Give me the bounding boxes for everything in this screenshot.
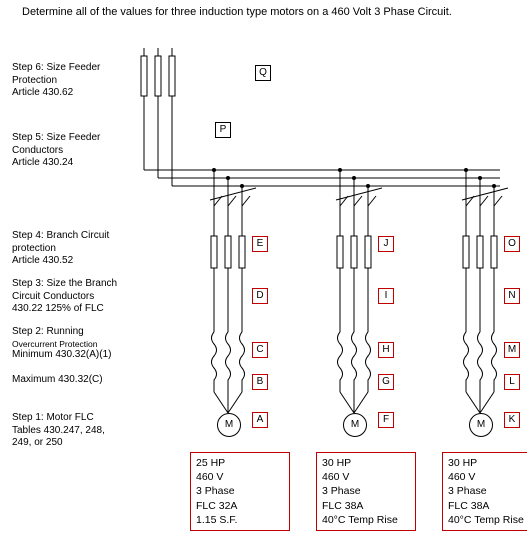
motor-box-2: 30 HP460 V3 PhaseFLC 38A40°C Temp Rise (316, 452, 416, 531)
motor-3: M (469, 413, 493, 437)
label-N: N (504, 288, 520, 304)
motor-box-1: 25 HP460 V3 PhaseFLC 32A1.15 S.F. (190, 452, 290, 531)
label-O: O (504, 236, 520, 252)
label-D: D (252, 288, 268, 304)
label-Q: Q (255, 65, 271, 81)
label-B: B (252, 374, 268, 390)
label-E: E (252, 236, 268, 252)
label-I: I (378, 288, 394, 304)
label-F: F (378, 412, 394, 428)
motor-box-3: 30 HP460 V3 PhaseFLC 38A40°C Temp Rise (442, 452, 527, 531)
label-L: L (504, 374, 520, 390)
label-C: C (252, 342, 268, 358)
label-A: A (252, 412, 268, 428)
label-K: K (504, 412, 520, 428)
label-M: M (504, 342, 520, 358)
label-J: J (378, 236, 394, 252)
motor-1: M (217, 413, 241, 437)
motor-2: M (343, 413, 367, 437)
label-P: P (215, 122, 231, 138)
label-H: H (378, 342, 394, 358)
label-G: G (378, 374, 394, 390)
